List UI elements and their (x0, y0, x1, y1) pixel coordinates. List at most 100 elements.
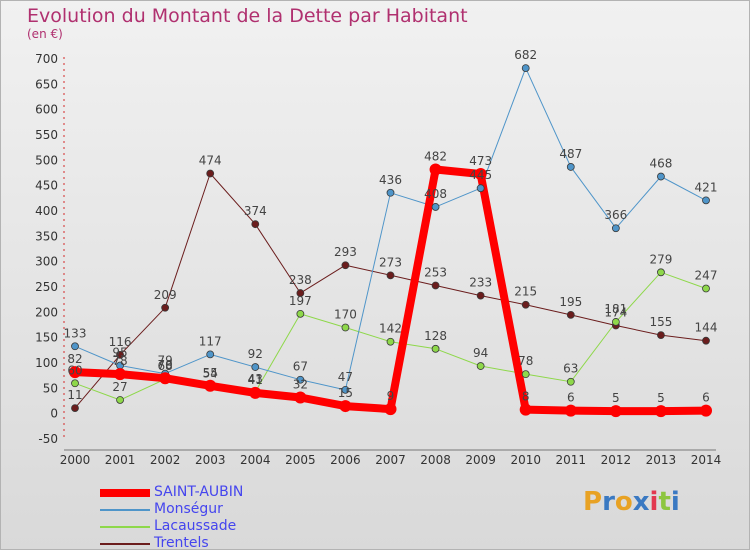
data-point-lacaussade (657, 268, 665, 277)
data-label-saint-aubin: 473 (469, 154, 492, 168)
legend-label: Trentels (154, 535, 209, 551)
data-point-saint-aubin (654, 405, 667, 418)
data-label-monsegur: 95 (112, 346, 127, 360)
data-label-saint-aubin: 82 (67, 352, 82, 366)
data-point-trentels (386, 271, 395, 280)
chart-title: Evolution du Montant de la Dette par Hab… (27, 5, 468, 27)
legend-swatch (100, 509, 150, 511)
x-tick-label: 2006 (330, 453, 361, 467)
data-label-lacaussade: 128 (424, 329, 447, 343)
data-label-saint-aubin: 70 (158, 358, 173, 372)
legend-swatch (100, 489, 150, 497)
data-label-monsegur: 421 (695, 180, 718, 194)
data-point-trentels (566, 310, 575, 319)
x-tick-label: 2003 (195, 453, 226, 467)
data-point-monsegur (386, 188, 395, 197)
logo-letter: r (602, 487, 615, 517)
chart-axes: -50 0 50 100 150 200 250 300 350 400 450 500 550 600 6… (35, 52, 721, 467)
data-label-monsegur: 682 (514, 48, 537, 62)
data-label-trentels: 155 (649, 315, 672, 329)
data-label-monsegur: 445 (469, 168, 492, 182)
data-point-saint-aubin (339, 400, 352, 413)
data-point-trentels (206, 169, 215, 178)
data-point-monsegur (431, 203, 440, 211)
data-label-lacaussade: 197 (289, 294, 312, 308)
data-label-saint-aubin: 8 (522, 390, 530, 404)
data-label-trentels: 209 (154, 288, 177, 302)
x-tick-label: 2005 (285, 453, 316, 467)
data-point-lacaussade (341, 323, 350, 332)
data-label-lacaussade: 94 (473, 346, 488, 360)
data-point-saint-aubin (249, 386, 262, 399)
data-label-saint-aubin: 6 (567, 391, 575, 405)
data-point-lacaussade (431, 344, 440, 353)
data-point-trentels (161, 303, 170, 312)
data-point-monsegur (206, 350, 215, 359)
data-point-trentels (116, 350, 124, 359)
data-label-lacaussade: 63 (563, 362, 578, 376)
data-point-monsegur (296, 375, 305, 384)
data-point-trentels (431, 281, 440, 290)
data-label-lacaussade: 181 (604, 302, 627, 316)
y-tick-label: 650 (35, 77, 58, 91)
x-tick-label: 2011 (556, 453, 587, 467)
data-label-monsegur: 117 (199, 334, 222, 348)
series-points (69, 64, 712, 418)
data-label-lacaussade: 60 (67, 363, 82, 377)
data-label-lacaussade: 27 (112, 380, 127, 394)
y-tick-label: 400 (35, 204, 58, 218)
data-point-saint-aubin (294, 391, 307, 404)
x-tick-label: 2013 (646, 453, 677, 467)
data-point-monsegur (657, 172, 665, 181)
data-point-monsegur (71, 342, 79, 351)
data-point-lacaussade (296, 309, 305, 318)
legend-label: SAINT-AUBIN (154, 484, 244, 500)
y-tick-label: 200 (35, 305, 58, 319)
data-label-trentels: 374 (244, 204, 267, 218)
logo-letter: i (649, 487, 659, 517)
data-label-monsegur: 47 (338, 370, 353, 384)
y-tick-label: 50 (43, 381, 58, 395)
x-tick-label: 2009 (465, 453, 496, 467)
data-point-lacaussade (116, 396, 124, 404)
x-tick-label: 2000 (60, 453, 91, 467)
x-tick-label: 2002 (150, 453, 181, 467)
data-point-trentels (657, 331, 665, 340)
data-point-monsegur (566, 163, 575, 171)
y-tick-label: 0 (50, 407, 58, 421)
legend-swatch (100, 526, 150, 528)
data-point-saint-aubin (700, 404, 712, 417)
data-label-saint-aubin: 9 (387, 389, 395, 403)
y-tick-label: 500 (35, 153, 58, 167)
data-point-lacaussade (476, 362, 485, 370)
y-tick-label: 250 (35, 280, 58, 294)
data-label-lacaussade: 279 (649, 252, 672, 266)
data-label-trentels: 238 (289, 273, 312, 287)
data-label-monsegur: 79 (158, 354, 173, 368)
data-point-saint-aubin (564, 404, 577, 417)
legend-label: Lacaussade (154, 518, 237, 534)
data-label-saint-aubin: 5 (657, 391, 665, 405)
legend-label: Monségur (154, 501, 223, 517)
data-point-lacaussade (611, 318, 620, 326)
data-label-lacaussade: 43 (248, 372, 263, 386)
logo-letter: x (632, 487, 650, 517)
data-label-trentels: 293 (334, 245, 357, 259)
data-point-saint-aubin (159, 372, 172, 385)
data-point-monsegur (251, 363, 260, 371)
data-point-trentels (476, 291, 485, 300)
data-label-lacaussade: 68 (158, 359, 173, 373)
data-label-lacaussade: 54 (203, 366, 218, 380)
data-label-monsegur: 436 (379, 173, 402, 187)
data-point-lacaussade (521, 370, 530, 379)
y-tick-label: -50 (38, 432, 58, 446)
data-point-lacaussade (702, 284, 710, 293)
data-point-monsegur (341, 385, 350, 394)
x-tick-label: 2001 (105, 453, 136, 467)
data-label-trentels: 215 (514, 285, 537, 299)
x-tick-label: 2012 (601, 453, 632, 467)
data-label-lacaussade: 142 (379, 322, 402, 336)
data-point-saint-aubin (204, 379, 217, 392)
x-tick-label: 2008 (420, 453, 451, 467)
